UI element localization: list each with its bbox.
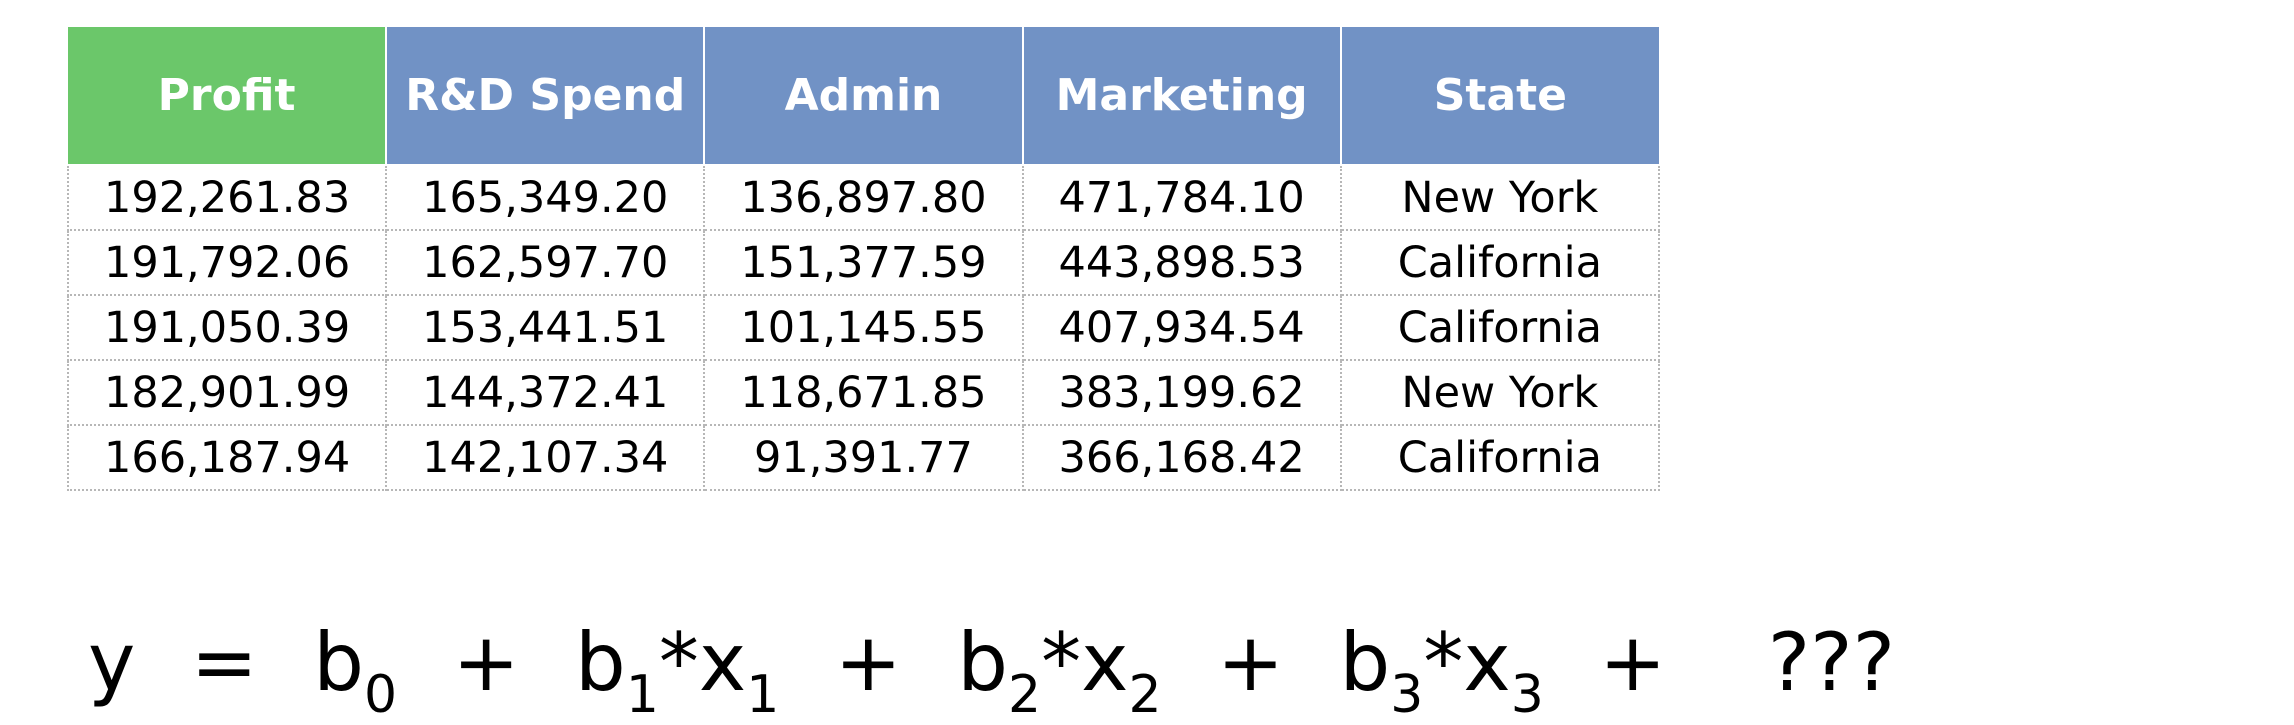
header-profit: Profit bbox=[68, 27, 388, 166]
formula-term-b0: b0 bbox=[313, 616, 398, 725]
cell-state: New York bbox=[1339, 359, 1661, 426]
header-rd-spend: R&D Spend bbox=[386, 27, 706, 166]
cell-state: California bbox=[1339, 424, 1661, 491]
cell-state: California bbox=[1339, 229, 1661, 296]
formula-lhs: y bbox=[88, 616, 136, 709]
formula-term-b2x2: b2*x2 bbox=[957, 616, 1162, 725]
cell-state: California bbox=[1339, 294, 1661, 361]
dataset-table: Profit R&D Spend Admin Marketing State 1… bbox=[66, 27, 1661, 491]
formula-equals: = bbox=[190, 616, 258, 709]
cell-marketing: 366,168.42 bbox=[1021, 424, 1342, 491]
formula-plus: + bbox=[1599, 616, 1667, 709]
formula-plus: + bbox=[452, 616, 520, 709]
cell-admin: 91,391.77 bbox=[703, 424, 1024, 491]
cell-rd-spend: 144,372.41 bbox=[385, 359, 706, 426]
cell-profit: 191,050.39 bbox=[66, 294, 388, 361]
cell-admin: 136,897.80 bbox=[703, 164, 1024, 231]
cell-rd-spend: 162,597.70 bbox=[385, 229, 706, 296]
table-row: 166,187.94 142,107.34 91,391.77 366,168.… bbox=[66, 424, 1661, 491]
cell-profit: 191,792.06 bbox=[66, 229, 388, 296]
cell-profit: 182,901.99 bbox=[66, 359, 388, 426]
cell-admin: 118,671.85 bbox=[703, 359, 1024, 426]
header-marketing: Marketing bbox=[1022, 27, 1342, 166]
cell-rd-spend: 165,349.20 bbox=[385, 164, 706, 231]
formula-term-b1x1: b1*x1 bbox=[575, 616, 780, 725]
formula-plus: + bbox=[834, 616, 902, 709]
table-row: 192,261.83 165,349.20 136,897.80 471,784… bbox=[66, 164, 1661, 231]
formula-unknown-term: ??? bbox=[1767, 616, 1896, 709]
table-row: 191,792.06 162,597.70 151,377.59 443,898… bbox=[66, 229, 1661, 296]
table-row: 191,050.39 153,441.51 101,145.55 407,934… bbox=[66, 294, 1661, 361]
cell-rd-spend: 153,441.51 bbox=[385, 294, 706, 361]
formula-plus: + bbox=[1217, 616, 1285, 709]
cell-state: New York bbox=[1339, 164, 1661, 231]
cell-admin: 151,377.59 bbox=[703, 229, 1024, 296]
header-state: State bbox=[1340, 27, 1659, 166]
header-admin: Admin bbox=[704, 27, 1024, 166]
header-row: Profit R&D Spend Admin Marketing State bbox=[68, 27, 1659, 166]
cell-marketing: 407,934.54 bbox=[1021, 294, 1342, 361]
cell-rd-spend: 142,107.34 bbox=[385, 424, 706, 491]
cell-profit: 192,261.83 bbox=[66, 164, 388, 231]
cell-marketing: 383,199.62 bbox=[1021, 359, 1342, 426]
cell-marketing: 471,784.10 bbox=[1021, 164, 1342, 231]
formula-term-b3x3: b3*x3 bbox=[1339, 616, 1544, 725]
cell-marketing: 443,898.53 bbox=[1021, 229, 1342, 296]
cell-profit: 166,187.94 bbox=[66, 424, 388, 491]
cell-admin: 101,145.55 bbox=[703, 294, 1024, 361]
table-row: 182,901.99 144,372.41 118,671.85 383,199… bbox=[66, 359, 1661, 426]
regression-formula: y = b0 + b1*x1 + b2*x2 + b3*x3 + ??? bbox=[88, 608, 1896, 725]
